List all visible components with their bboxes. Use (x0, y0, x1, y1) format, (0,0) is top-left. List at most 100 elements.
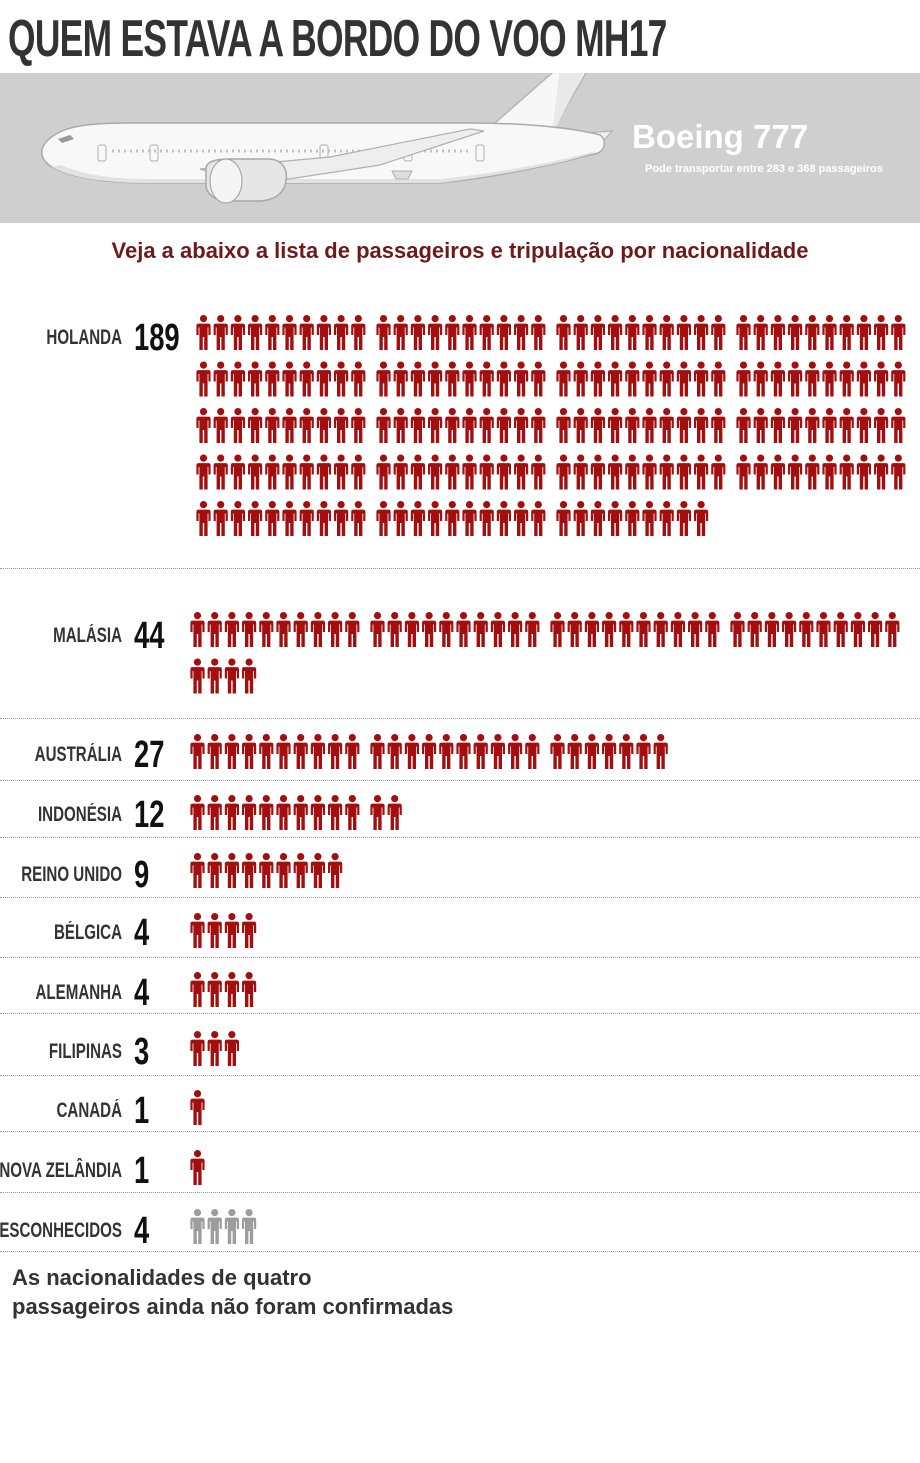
person-icon-holanda (839, 361, 854, 397)
airplane-icon (41, 73, 614, 204)
person-icon-holanda (410, 454, 425, 490)
person-icon-holanda (316, 454, 331, 490)
person-icon-holanda (805, 361, 820, 397)
person-icon-holanda (736, 315, 751, 350)
person-icon-australia (190, 734, 205, 769)
person-icon-holanda (694, 408, 709, 443)
person-icon-indonesia (224, 795, 239, 830)
person-icon-malasia (439, 612, 454, 647)
person-icon-malasia (525, 612, 540, 647)
person-icon-holanda (608, 315, 623, 350)
person-icon-holanda (410, 408, 425, 443)
person-icon-holanda (334, 454, 349, 490)
person-icon-reino-unido (293, 853, 308, 888)
person-icon-malasia (207, 612, 222, 647)
person-icon-holanda (736, 361, 751, 397)
person-icon-desconhecidos (190, 1209, 205, 1244)
aircraft-capacity: Pode transportar entre 283 e 368 passage… (645, 163, 883, 175)
person-icon-holanda (694, 361, 709, 397)
person-icon-holanda (874, 361, 889, 397)
person-icon-malasia (310, 612, 325, 647)
country-label-australia: AUSTRÁLIA (34, 743, 122, 766)
person-icon-malasia (670, 612, 685, 647)
person-icon-holanda (334, 315, 349, 350)
person-icon-holanda (316, 361, 331, 397)
person-icon-holanda (625, 408, 640, 443)
person-icon-holanda (230, 454, 245, 490)
person-icon-holanda (479, 454, 494, 490)
person-icon-holanda (299, 408, 314, 443)
page-title: QUEM ESTAVA A BORDO DO VOO MH17 (8, 10, 667, 68)
footnote-line-1: As nacionalidades de quatro (12, 1265, 312, 1290)
person-icon-holanda (496, 454, 511, 490)
person-icon-holanda (316, 501, 331, 536)
person-icon-holanda (479, 408, 494, 443)
row-divider (0, 1192, 920, 1193)
person-icon-australia (490, 734, 505, 769)
person-icon-holanda (428, 501, 443, 536)
person-icon-holanda (479, 501, 494, 536)
person-icon-holanda (299, 501, 314, 536)
person-icon-indonesia (207, 795, 222, 830)
person-icon-australia (508, 734, 523, 769)
person-icon-holanda (351, 361, 366, 397)
person-icon-australia (387, 734, 402, 769)
person-icon-indonesia (370, 795, 385, 830)
person-icon-holanda (608, 454, 623, 490)
person-icon-malasia (242, 658, 257, 694)
person-icon-australia (404, 734, 419, 769)
person-icon-malasia (259, 612, 274, 647)
person-icon-australia (207, 734, 222, 769)
person-icon-holanda (496, 501, 511, 536)
person-icon-belgica (224, 913, 239, 948)
person-icon-holanda (676, 454, 691, 490)
row-divider (0, 897, 920, 898)
person-icon-holanda (590, 408, 605, 443)
person-icon-filipinas (190, 1031, 205, 1066)
person-icon-holanda (659, 361, 674, 397)
person-icon-holanda (805, 315, 820, 350)
country-label-alemanha: ALEMANHA (35, 981, 122, 1004)
person-icon-holanda (694, 501, 709, 536)
person-icon-australia (224, 734, 239, 769)
person-icon-holanda (410, 501, 425, 536)
person-icon-malasia (370, 612, 385, 647)
person-icon-holanda (213, 408, 228, 443)
person-icon-holanda (676, 315, 691, 350)
person-icon-holanda (316, 408, 331, 443)
person-icon-malasia (207, 658, 222, 694)
person-icon-malasia (799, 612, 814, 647)
person-icon-malasia (764, 612, 779, 647)
person-icon-holanda (351, 501, 366, 536)
person-icon-holanda (479, 361, 494, 397)
person-icon-holanda (753, 454, 768, 490)
person-icon-holanda (891, 454, 906, 490)
country-count-australia: 27 (134, 734, 165, 776)
country-count-malasia: 44 (134, 615, 165, 657)
person-icon-holanda (316, 315, 331, 350)
person-icon-holanda (711, 315, 726, 350)
person-icon-holanda (659, 408, 674, 443)
person-icon-holanda (531, 361, 546, 397)
person-icon-holanda (514, 454, 529, 490)
person-icon-holanda (351, 315, 366, 350)
country-count-alemanha: 4 (134, 972, 150, 1014)
person-icon-australia (242, 734, 257, 769)
person-icon-holanda (462, 408, 477, 443)
person-icon-australia (310, 734, 325, 769)
footnote: As nacionalidades de quatro passageiros … (12, 1263, 612, 1321)
country-count-desconhecidos: 4 (134, 1210, 150, 1252)
person-icon-holanda (625, 501, 640, 536)
person-icon-holanda (462, 501, 477, 536)
person-icon-holanda (590, 361, 605, 397)
person-icon-holanda (753, 315, 768, 350)
person-icon-holanda (479, 315, 494, 350)
person-icon-holanda (230, 361, 245, 397)
person-icon-holanda (282, 361, 297, 397)
person-icon-holanda (556, 361, 571, 397)
person-icon-holanda (334, 408, 349, 443)
person-icon-holanda (839, 315, 854, 350)
person-icon-reino-unido (242, 853, 257, 888)
person-icon-holanda (376, 501, 391, 536)
person-icon-alemanha (242, 972, 257, 1007)
